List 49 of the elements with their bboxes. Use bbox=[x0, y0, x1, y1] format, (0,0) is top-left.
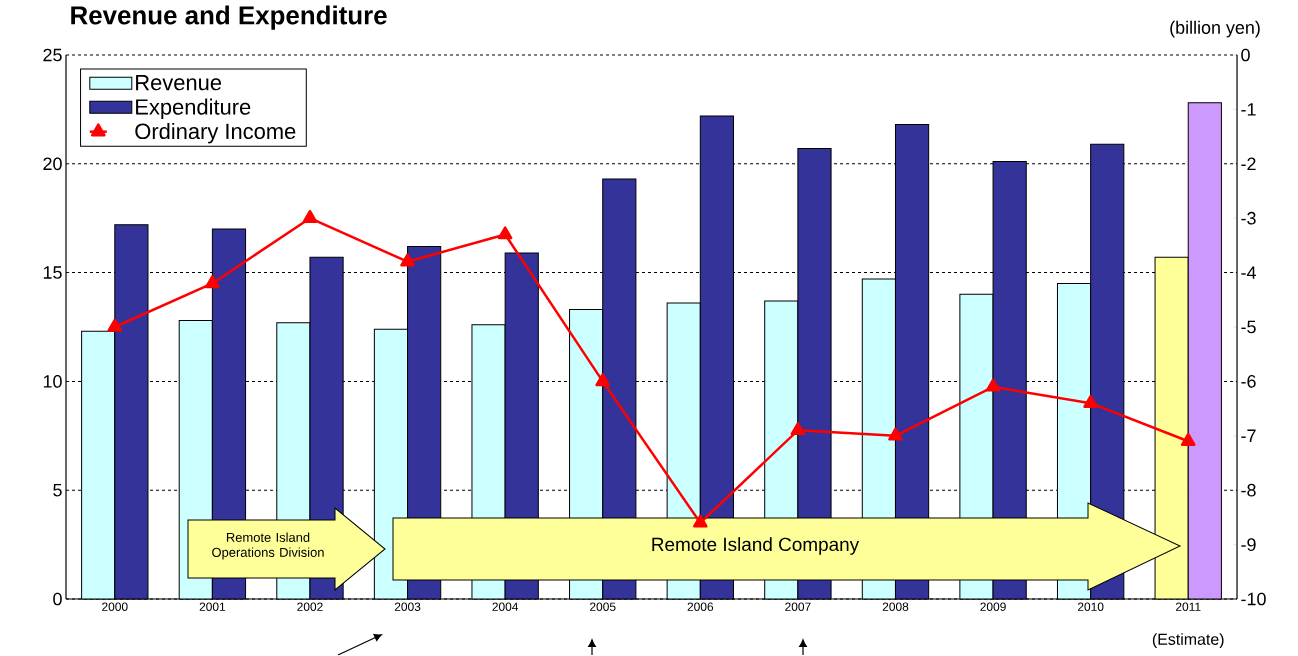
point bbox=[497, 226, 513, 240]
y-tick-label: 0 bbox=[53, 592, 62, 606]
x-tick-label: 2004 bbox=[492, 602, 519, 612]
point bbox=[595, 373, 611, 387]
y2-tick-label: -1 bbox=[1241, 103, 1256, 116]
point bbox=[692, 514, 708, 528]
y-tick-label: 25 bbox=[43, 48, 62, 62]
y2-tick-label: -9 bbox=[1241, 538, 1256, 552]
point bbox=[107, 318, 123, 332]
x-tick-label: 2002 bbox=[297, 602, 323, 612]
chart-title: Revenue and Expenditure bbox=[71, 5, 387, 30]
x-tick-label: 2009 bbox=[980, 602, 1006, 612]
y2-axis-title: (billion yen) bbox=[1170, 20, 1260, 38]
point bbox=[985, 378, 1001, 392]
y-tick-label: 15 bbox=[43, 266, 62, 280]
legend-label: Expenditure bbox=[136, 98, 251, 120]
x-tick-label: 2007 bbox=[785, 602, 811, 612]
y-tick-label: 20 bbox=[43, 157, 62, 171]
point bbox=[790, 422, 806, 436]
x-tick-label: 2008 bbox=[882, 602, 909, 612]
point bbox=[205, 275, 220, 289]
x-tick-label: 2003 bbox=[394, 602, 421, 612]
y2-tick-label: -6 bbox=[1241, 375, 1256, 388]
x-tick-label: 2000 bbox=[102, 602, 128, 612]
y-tick-label: 10 bbox=[43, 375, 62, 388]
y2-tick-label: -10 bbox=[1241, 592, 1266, 606]
y2-tick-label: -3 bbox=[1241, 212, 1256, 225]
point bbox=[302, 210, 318, 224]
y2-tick-label: -7 bbox=[1241, 429, 1256, 443]
y-tick-label: 5 bbox=[53, 484, 62, 497]
y2-tick-label: -5 bbox=[1241, 320, 1256, 334]
x-tick-label: 2010 bbox=[1077, 602, 1104, 612]
annotation: Remote Island Operations Division bbox=[212, 532, 324, 560]
y2-tick-label: -4 bbox=[1241, 266, 1256, 279]
y2-tick-label: 0 bbox=[1241, 48, 1250, 62]
point bbox=[400, 253, 415, 267]
x-tick-label: 2011 bbox=[1175, 602, 1201, 612]
annotation: Remote Island Company bbox=[652, 537, 860, 556]
x-tick-label: 2006 bbox=[687, 602, 714, 612]
legend-label: Ordinary Income bbox=[135, 123, 296, 144]
y2-tick-label: -2 bbox=[1241, 157, 1256, 171]
point bbox=[888, 427, 903, 441]
y2-tick-label: -8 bbox=[1241, 484, 1256, 497]
legend-label: Revenue bbox=[136, 75, 222, 91]
x-tick-label: 2005 bbox=[590, 602, 616, 612]
text: (Estimate) bbox=[1152, 633, 1224, 649]
x-tick-label: 2001 bbox=[199, 602, 226, 612]
point bbox=[1180, 433, 1196, 447]
point bbox=[1083, 395, 1098, 409]
